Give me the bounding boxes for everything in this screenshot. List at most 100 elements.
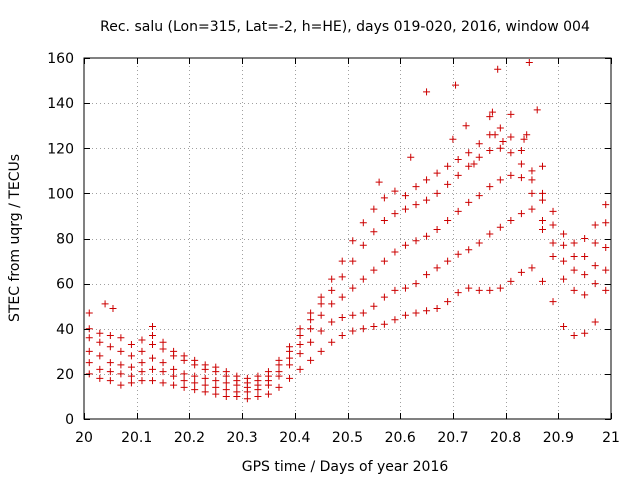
data-point xyxy=(423,307,431,315)
data-point xyxy=(127,352,135,360)
y-tick-label: 60 xyxy=(56,277,74,293)
data-point xyxy=(127,341,135,349)
data-point xyxy=(149,377,157,385)
data-point xyxy=(412,309,420,317)
data-point xyxy=(496,284,504,292)
data-point xyxy=(549,239,557,247)
y-tick-label: 80 xyxy=(56,232,74,248)
data-point xyxy=(317,347,325,355)
data-point xyxy=(517,160,525,168)
data-point xyxy=(307,338,315,346)
data-point xyxy=(520,135,528,143)
data-point xyxy=(454,171,462,179)
data-point xyxy=(338,313,346,321)
data-point xyxy=(370,302,378,310)
data-point xyxy=(359,309,367,317)
data-point xyxy=(85,334,93,342)
data-point xyxy=(496,124,504,132)
data-point xyxy=(494,65,502,73)
x-tick-label: 20.7 xyxy=(437,430,468,446)
data-point xyxy=(602,286,610,294)
data-point xyxy=(538,196,546,204)
data-point xyxy=(380,320,388,328)
data-point xyxy=(465,246,473,254)
data-point xyxy=(222,392,230,400)
data-point xyxy=(528,205,536,213)
data-point xyxy=(138,347,146,355)
data-point xyxy=(117,334,125,342)
data-point xyxy=(201,381,209,389)
data-point xyxy=(412,280,420,288)
data-point xyxy=(444,180,452,188)
data-point xyxy=(349,284,357,292)
x-tick-label: 20.8 xyxy=(490,430,521,446)
data-point xyxy=(138,359,146,367)
data-point xyxy=(433,264,441,272)
data-point xyxy=(338,293,346,301)
data-point xyxy=(317,300,325,308)
data-point xyxy=(452,81,460,89)
data-point xyxy=(106,359,114,367)
data-point xyxy=(465,198,473,206)
data-point xyxy=(127,363,135,371)
data-point xyxy=(149,365,157,373)
data-point xyxy=(538,225,546,233)
data-point xyxy=(328,338,336,346)
data-point xyxy=(486,183,494,191)
data-point xyxy=(85,370,93,378)
x-tick-label: 20.2 xyxy=(174,430,205,446)
data-point xyxy=(581,291,589,299)
data-point xyxy=(465,284,473,292)
data-point xyxy=(307,316,315,324)
data-point xyxy=(180,383,188,391)
data-point xyxy=(433,189,441,197)
data-point xyxy=(370,205,378,213)
data-point xyxy=(454,156,462,164)
data-point xyxy=(507,133,515,141)
data-point xyxy=(212,383,220,391)
data-point xyxy=(549,298,557,306)
data-point xyxy=(465,149,473,157)
data-point xyxy=(591,262,599,270)
data-point xyxy=(296,365,304,373)
data-point xyxy=(222,368,230,376)
data-point xyxy=(296,350,304,358)
data-point xyxy=(170,347,178,355)
data-point xyxy=(444,257,452,265)
data-point xyxy=(159,359,167,367)
data-point xyxy=(462,122,470,130)
data-point xyxy=(138,368,146,376)
data-point xyxy=(507,149,515,157)
data-point xyxy=(328,318,336,326)
data-point xyxy=(243,395,251,403)
data-point xyxy=(549,221,557,229)
data-point xyxy=(423,271,431,279)
data-point xyxy=(517,210,525,218)
data-point xyxy=(96,352,104,360)
data-point xyxy=(275,368,283,376)
data-point xyxy=(338,257,346,265)
data-point xyxy=(433,169,441,177)
data-point xyxy=(180,370,188,378)
data-point xyxy=(212,377,220,385)
data-point xyxy=(581,271,589,279)
data-point xyxy=(391,286,399,294)
x-tick-label: 21 xyxy=(602,430,620,446)
data-point xyxy=(602,244,610,252)
data-point xyxy=(254,392,262,400)
data-point xyxy=(570,286,578,294)
data-point xyxy=(496,144,504,152)
data-point xyxy=(370,228,378,236)
data-point xyxy=(328,286,336,294)
data-point xyxy=(380,293,388,301)
data-point xyxy=(106,343,114,351)
data-point xyxy=(180,352,188,360)
plot-frame xyxy=(83,57,612,420)
data-point xyxy=(507,110,515,118)
data-point xyxy=(317,293,325,301)
data-point xyxy=(591,280,599,288)
data-point xyxy=(370,322,378,330)
data-point xyxy=(375,178,383,186)
data-point xyxy=(591,318,599,326)
data-point xyxy=(191,386,199,394)
